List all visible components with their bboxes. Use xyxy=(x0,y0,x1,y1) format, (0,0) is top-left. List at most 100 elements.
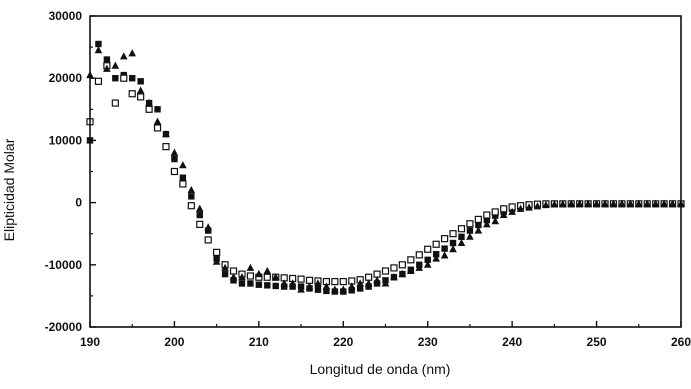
data-point-square-filled xyxy=(179,174,187,181)
y-tick-label: 0 xyxy=(75,196,82,210)
data-point-triangle-filled xyxy=(609,199,618,207)
data-point-square-open xyxy=(204,236,212,244)
data-point-square-open xyxy=(449,230,457,238)
data-point-square-open xyxy=(170,167,179,176)
data-point-triangle-filled xyxy=(162,129,170,138)
data-point-square-filled xyxy=(196,211,203,219)
data-point-triangle-filled xyxy=(204,223,212,231)
y-tick-label: 30000 xyxy=(49,9,83,23)
data-point-triangle-filled xyxy=(407,266,415,275)
data-point-triangle-filled xyxy=(271,273,280,281)
data-point-triangle-filled xyxy=(651,199,660,207)
data-point-triangle-filled xyxy=(668,199,677,207)
data-point-square-open xyxy=(179,180,187,188)
data-point-triangle-filled xyxy=(305,282,314,290)
data-point-square-open xyxy=(263,273,271,281)
data-point-square-open xyxy=(466,220,474,228)
data-point-triangle-filled xyxy=(136,86,145,94)
data-point-triangle-filled xyxy=(567,199,576,207)
data-point-triangle-filled xyxy=(179,161,187,169)
data-point-square-filled xyxy=(373,280,381,287)
data-point-square-open xyxy=(432,240,440,248)
data-point-square-open xyxy=(424,245,432,253)
data-point-square-filled xyxy=(255,281,263,288)
data-point-square-filled xyxy=(449,239,457,247)
x-tick-label: 250 xyxy=(587,335,607,349)
data-point-square-open xyxy=(441,235,449,243)
data-point-triangle-filled xyxy=(491,217,500,225)
data-point-triangle-filled xyxy=(550,200,559,208)
data-point-square-open xyxy=(145,105,153,113)
data-point-square-filled xyxy=(483,216,491,224)
data-point-triangle-filled xyxy=(297,285,305,293)
data-point-square-open xyxy=(137,93,145,101)
data-point-triangle-filled xyxy=(432,254,440,262)
data-point-triangle-filled xyxy=(575,199,584,207)
data-point-square-open xyxy=(415,251,423,259)
data-point-triangle-filled xyxy=(347,282,356,290)
data-markers xyxy=(86,40,685,295)
axes: -20000 -10000 0 10000 20000 30000 190 200 210 220… xyxy=(45,9,691,349)
data-point-square-filled xyxy=(348,287,355,294)
data-point-square-open xyxy=(491,208,499,216)
data-point-triangle-filled xyxy=(153,117,162,125)
data-point-triangle-filled xyxy=(440,251,449,259)
x-axis-title: Longitud de onda (nm) xyxy=(310,361,451,377)
data-point-square-open xyxy=(213,248,221,256)
data-point-triangle-filled xyxy=(584,199,592,207)
data-point-square-open xyxy=(111,99,119,107)
data-point-square-filled xyxy=(475,221,482,229)
data-point-square-filled xyxy=(221,270,229,278)
data-point-square-filled xyxy=(323,287,330,295)
data-point-triangle-filled xyxy=(525,203,533,211)
data-point-triangle-filled xyxy=(119,52,128,60)
data-point-triangle-filled xyxy=(280,279,288,287)
data-point-square-filled xyxy=(171,155,178,163)
data-point-square-filled xyxy=(365,283,372,290)
data-point-triangle-filled xyxy=(331,285,339,293)
data-point-square-open xyxy=(407,256,415,264)
data-point-triangle-filled xyxy=(592,199,601,207)
data-point-triangle-filled xyxy=(449,245,457,253)
data-point-triangle-filled xyxy=(195,204,204,212)
data-point-triangle-filled xyxy=(111,61,120,69)
data-point-triangle-filled xyxy=(356,279,364,287)
data-point-square-open xyxy=(94,77,103,85)
data-point-triangle-filled xyxy=(542,200,550,209)
data-point-square-open xyxy=(297,275,305,283)
data-point-triangle-filled xyxy=(212,257,221,265)
x-tick-label: 240 xyxy=(502,335,522,349)
data-point-triangle-filled xyxy=(170,148,179,156)
data-point-square-open xyxy=(246,272,255,280)
data-point-square-filled xyxy=(205,227,212,234)
data-point-square-filled xyxy=(154,106,161,113)
data-point-triangle-filled xyxy=(466,232,474,240)
data-point-triangle-filled xyxy=(533,202,542,210)
y-tick-label: -20000 xyxy=(45,320,83,334)
data-point-square-open xyxy=(457,225,466,233)
data-point-square-filled xyxy=(129,75,136,82)
data-point-triangle-filled xyxy=(246,263,255,271)
data-point-square-filled xyxy=(247,280,254,287)
data-point-triangle-filled xyxy=(322,282,331,290)
data-point-triangle-filled xyxy=(601,199,609,207)
x-tick-label: 230 xyxy=(418,335,438,349)
data-point-triangle-filled xyxy=(474,226,483,234)
data-point-square-open xyxy=(339,277,347,286)
data-point-square-filled xyxy=(458,233,465,241)
data-point-square-filled xyxy=(492,212,499,219)
data-point-triangle-filled xyxy=(483,220,491,228)
data-point-triangle-filled xyxy=(145,98,153,107)
data-point-triangle-filled xyxy=(339,285,348,293)
data-point-square-open xyxy=(331,277,339,286)
data-point-triangle-filled xyxy=(255,269,263,278)
data-point-triangle-filled xyxy=(508,207,516,215)
data-point-triangle-filled xyxy=(626,199,635,207)
data-point-triangle-filled xyxy=(660,199,668,207)
data-point-triangle-filled xyxy=(364,279,373,287)
data-point-square-filled xyxy=(314,286,322,293)
data-point-square-open xyxy=(483,211,491,219)
data-point-triangle-filled xyxy=(103,64,111,72)
data-point-square-open xyxy=(390,264,398,272)
data-point-square-open xyxy=(153,124,162,132)
